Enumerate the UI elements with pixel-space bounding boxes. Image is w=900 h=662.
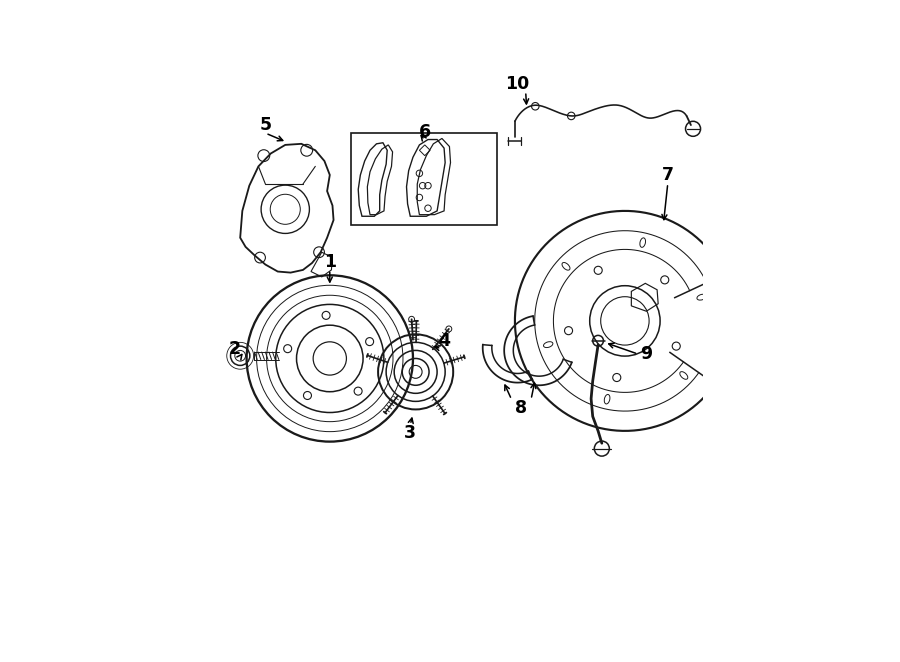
Text: 5: 5 bbox=[259, 116, 272, 134]
Bar bbox=[351, 133, 497, 225]
Text: 6: 6 bbox=[418, 123, 431, 141]
Text: 10: 10 bbox=[506, 75, 530, 93]
Text: 8: 8 bbox=[516, 399, 527, 417]
Text: 2: 2 bbox=[229, 340, 241, 357]
Text: 3: 3 bbox=[404, 424, 417, 442]
Text: 7: 7 bbox=[662, 166, 674, 184]
Text: 9: 9 bbox=[640, 345, 652, 363]
Text: 1: 1 bbox=[324, 253, 336, 271]
Text: 4: 4 bbox=[438, 332, 450, 350]
